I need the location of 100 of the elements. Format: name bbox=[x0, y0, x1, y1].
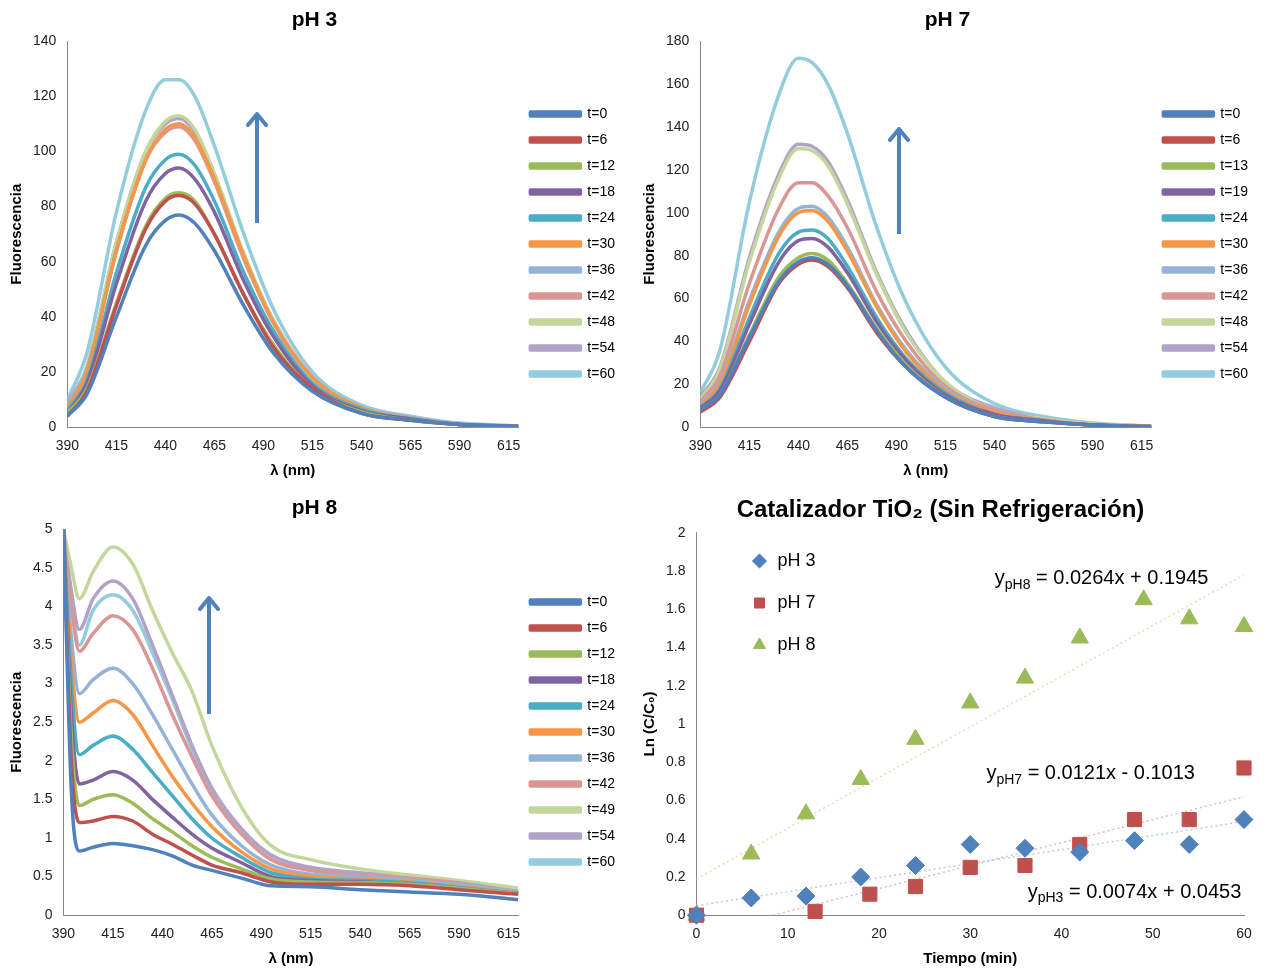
x-tick-label: 615 bbox=[496, 925, 521, 942]
y-tick-label: 40 bbox=[673, 332, 690, 349]
x-tick-label: 465 bbox=[200, 925, 224, 942]
y-tick-label: 0.5 bbox=[32, 867, 53, 884]
x-tick-label: 540 bbox=[349, 437, 374, 454]
legend-label: t=30 bbox=[587, 722, 616, 739]
y-tick-label: 180 bbox=[666, 32, 690, 49]
y-tick-label: 0.8 bbox=[665, 753, 686, 770]
legend-label: t=12 bbox=[587, 156, 616, 173]
x-tick-label: 565 bbox=[398, 437, 423, 454]
y-tick-label: 1 bbox=[677, 714, 686, 731]
legend-label: t=18 bbox=[587, 670, 616, 687]
y-tick-label: 60 bbox=[40, 252, 57, 269]
y-tick-label: 40 bbox=[40, 307, 57, 324]
x-tick-label: 415 bbox=[737, 437, 762, 454]
x-tick-label: 0 bbox=[692, 925, 701, 942]
chart-title: pH 8 bbox=[291, 495, 338, 519]
x-tick-label: 465 bbox=[202, 437, 227, 454]
x-tick-label: 390 bbox=[55, 437, 80, 454]
y-tick-label: 2.5 bbox=[32, 713, 53, 730]
y-tick-label: 0 bbox=[677, 906, 686, 923]
legend-label: t=0 bbox=[587, 592, 608, 609]
legend-label: t=18 bbox=[587, 182, 616, 199]
x-tick-label: 515 bbox=[299, 925, 323, 942]
y-tick-label: 100 bbox=[33, 142, 57, 159]
legend-label: t=60 bbox=[587, 364, 616, 381]
x-tick-label: 515 bbox=[300, 437, 325, 454]
x-tick-label: 390 bbox=[51, 925, 76, 942]
x-tick-label: 415 bbox=[101, 925, 125, 942]
legend-label: t=54 bbox=[587, 338, 616, 355]
chart-title: pH 7 bbox=[924, 7, 971, 31]
legend-label: t=42 bbox=[1220, 286, 1249, 303]
legend-label: t=12 bbox=[587, 644, 616, 661]
legend-label: t=0 bbox=[587, 104, 608, 121]
x-axis-title: Tiempo (min) bbox=[923, 949, 1018, 967]
legend-label: t=36 bbox=[587, 260, 616, 277]
chart-title: Catalizador TiO₂ (Sin Refrigeración) bbox=[736, 495, 1145, 523]
y-tick-label: 1 bbox=[44, 828, 53, 845]
legend-label: pH 3 bbox=[777, 549, 816, 570]
legend-label: t=48 bbox=[1220, 312, 1249, 329]
legend-label: t=0 bbox=[1220, 104, 1241, 121]
legend-label: t=60 bbox=[587, 852, 616, 869]
y-tick-label: 0 bbox=[44, 906, 53, 923]
y-tick-label: 60 bbox=[673, 289, 690, 306]
legend-label: t=30 bbox=[587, 234, 616, 251]
x-tick-label: 490 bbox=[249, 925, 274, 942]
y-axis-title: Fluorescencia bbox=[7, 183, 25, 285]
y-tick-label: 3.5 bbox=[32, 635, 53, 652]
y-tick-label: 4 bbox=[44, 597, 53, 614]
y-tick-label: 120 bbox=[666, 160, 690, 177]
x-tick-label: 490 bbox=[884, 437, 909, 454]
y-tick-label: 140 bbox=[666, 117, 690, 134]
y-tick-label: 20 bbox=[40, 362, 57, 379]
y-tick-label: 80 bbox=[673, 246, 690, 263]
x-axis-title: λ (nm) bbox=[903, 461, 949, 479]
y-tick-label: 2 bbox=[44, 751, 53, 768]
x-tick-label: 415 bbox=[104, 437, 129, 454]
legend-label: t=42 bbox=[587, 286, 616, 303]
x-tick-label: 615 bbox=[496, 437, 521, 454]
y-tick-label: 0.2 bbox=[665, 867, 686, 884]
legend-label: t=24 bbox=[1220, 208, 1249, 225]
legend-label: t=48 bbox=[587, 312, 616, 329]
y-tick-label: 1.8 bbox=[665, 561, 686, 578]
y-tick-label: 1.2 bbox=[665, 676, 686, 693]
y-axis-title: Ln (C/C₀) bbox=[640, 691, 658, 757]
y-tick-label: 1.4 bbox=[665, 638, 686, 655]
x-tick-label: 565 bbox=[1031, 437, 1056, 454]
legend-label: t=30 bbox=[1220, 234, 1249, 251]
y-tick-label: 140 bbox=[33, 32, 57, 49]
y-tick-label: 0 bbox=[681, 418, 690, 435]
legend-label: pH 7 bbox=[777, 591, 816, 612]
legend-label: t=60 bbox=[1220, 364, 1249, 381]
x-tick-label: 10 bbox=[779, 925, 796, 942]
x-tick-label: 515 bbox=[933, 437, 958, 454]
x-tick-label: 565 bbox=[397, 925, 422, 942]
y-tick-label: 4.5 bbox=[32, 558, 53, 575]
legend-label: t=24 bbox=[587, 208, 616, 225]
y-axis-title: Fluorescencia bbox=[640, 183, 658, 285]
x-tick-label: 40 bbox=[1053, 925, 1070, 942]
legend-label: t=42 bbox=[587, 774, 616, 791]
x-tick-label: 465 bbox=[835, 437, 860, 454]
legend-label: t=13 bbox=[1220, 156, 1249, 173]
legend-label: t=54 bbox=[1220, 338, 1249, 355]
y-tick-label: 0 bbox=[48, 418, 57, 435]
legend-label: t=19 bbox=[1220, 182, 1249, 199]
x-tick-label: 590 bbox=[447, 925, 471, 942]
x-tick-label: 615 bbox=[1129, 437, 1154, 454]
x-tick-label: 20 bbox=[871, 925, 887, 942]
x-tick-label: 590 bbox=[1080, 437, 1105, 454]
x-tick-label: 590 bbox=[447, 437, 472, 454]
legend-label: t=24 bbox=[587, 696, 616, 713]
y-tick-label: 100 bbox=[666, 203, 690, 220]
y-tick-label: 1.6 bbox=[665, 600, 686, 617]
y-tick-label: 1.5 bbox=[32, 790, 53, 807]
legend-label: t=36 bbox=[1220, 260, 1249, 277]
legend-label: t=6 bbox=[587, 130, 608, 147]
y-tick-label: 3 bbox=[44, 674, 53, 691]
y-tick-label: 20 bbox=[673, 375, 690, 392]
legend-label: t=36 bbox=[587, 748, 616, 765]
legend-label: t=49 bbox=[587, 800, 616, 817]
